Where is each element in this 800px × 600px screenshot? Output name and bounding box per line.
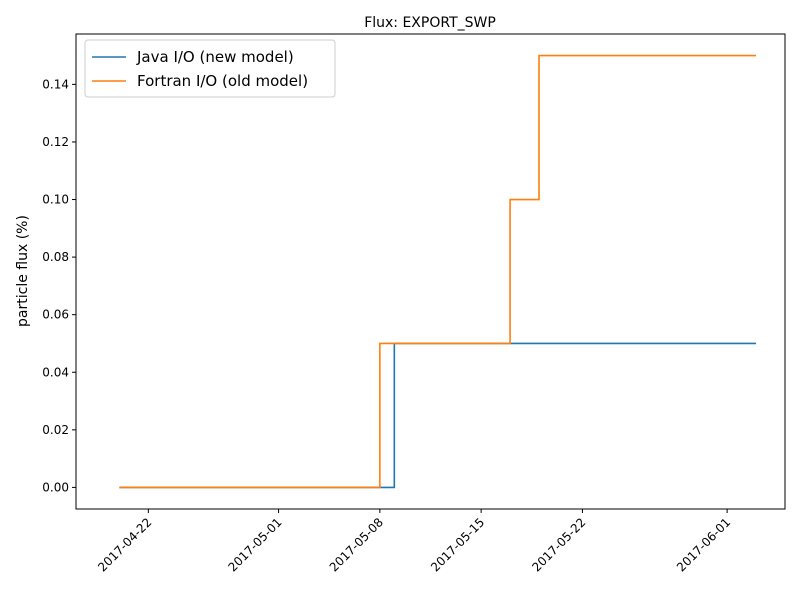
legend: Java I/O (new model) Fortran I/O (old mod… <box>84 39 336 98</box>
plot-frame <box>75 33 786 510</box>
y-axis: 0.00 0.02 0.04 0.06 0.08 0.10 0.12 0.14 <box>42 77 76 494</box>
plot-lines <box>119 54 757 489</box>
chart-title: Flux: EXPORT_SWP <box>364 15 496 31</box>
legend-label: Java I/O (new model) <box>136 48 294 66</box>
y-tick-label: 0.02 <box>42 423 69 437</box>
y-tick-label: 0.12 <box>42 135 69 149</box>
y-tick-label: 0.10 <box>42 193 69 207</box>
legend-label: Fortran I/O (old model) <box>137 72 308 90</box>
y-tick-label: 0.08 <box>42 250 69 264</box>
y-tick-label: 0.04 <box>42 365 69 379</box>
legend-box <box>84 39 336 98</box>
y-tick-label: 0.00 <box>42 480 69 494</box>
y-axis-label: particle flux (%) <box>15 215 31 327</box>
series-line-2 <box>119 54 757 489</box>
y-tick-label: 0.14 <box>42 77 69 91</box>
y-tick-label: 0.06 <box>42 308 69 322</box>
